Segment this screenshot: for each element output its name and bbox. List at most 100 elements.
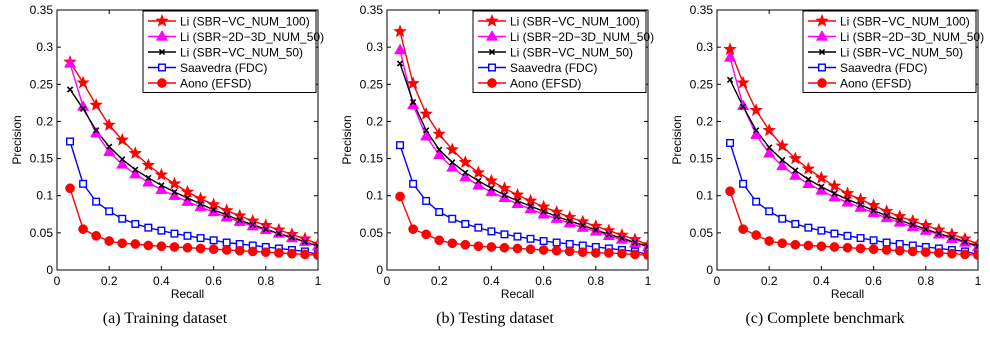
data-point-li-sbr-vc-num-50 xyxy=(857,201,864,208)
data-point-li-sbr-vc-num-50 xyxy=(909,221,916,228)
data-point-aono-efsd xyxy=(816,241,827,252)
data-point-li-sbr-vc-num-50 xyxy=(896,217,903,224)
y-tick-label: 0.35 xyxy=(360,3,384,17)
data-point-li-sbr-vc-num-50 xyxy=(644,243,648,250)
data-point-li-sbr-vc-num-50 xyxy=(779,156,786,164)
legend-marker-li-sbr-vc-num-50 xyxy=(158,48,166,56)
x-tick-label: 0.8 xyxy=(587,274,604,288)
data-point-aono-efsd xyxy=(947,248,957,259)
y-tick-label: 0 xyxy=(376,263,383,277)
y-tick-label: 0 xyxy=(706,263,713,277)
data-point-li-sbr-2d-3d-num-50 xyxy=(155,183,168,194)
legend-marker-saavedra-fdc xyxy=(157,63,166,72)
data-point-li-sbr-2d-3d-num-50 xyxy=(63,56,77,68)
data-point-li-sbr-2d-3d-num-50 xyxy=(459,170,472,182)
x-tick-label: 1 xyxy=(315,274,322,288)
data-point-saavedra-fdc xyxy=(778,214,787,223)
data-point-saavedra-fdc xyxy=(552,238,561,247)
data-point-li-sbr-vc-num-50 xyxy=(870,207,877,214)
data-point-li-sbr-vc-num-50 xyxy=(566,217,573,225)
data-point-saavedra-fdc xyxy=(105,207,114,216)
chart-svg-complete: 0 0.05 0.1 0.15 0.2 0.25 0.3 0.35 0 0.2 0.4 0.6 0.8 1… xyxy=(670,3,984,301)
y-tick-label: 0.35 xyxy=(690,3,714,17)
legend-marker-li-sbr-vc-num-100 xyxy=(155,13,169,27)
data-point-saavedra-fdc xyxy=(565,239,574,248)
data-point-saavedra-fdc xyxy=(118,214,127,223)
data-point-li-sbr-2d-3d-num-50 xyxy=(867,206,880,217)
data-point-li-sbr-vc-num-50 xyxy=(396,60,404,67)
data-point-saavedra-fdc xyxy=(765,207,774,216)
data-point-aono-efsd xyxy=(577,247,588,258)
x-tick-label: 1 xyxy=(975,274,982,288)
y-tick-label: 0.35 xyxy=(30,3,54,17)
data-point-li-sbr-vc-num-50 xyxy=(262,225,269,233)
x-tick-label: 0.8 xyxy=(257,274,274,288)
data-point-li-sbr-2d-3d-num-50 xyxy=(142,175,155,187)
data-point-li-sbr-2d-3d-num-50 xyxy=(420,129,433,141)
data-point-saavedra-fdc xyxy=(739,179,748,188)
data-point-li-sbr-2d-3d-num-50 xyxy=(433,148,446,160)
data-point-li-sbr-2d-3d-num-50 xyxy=(116,158,129,169)
data-point-aono-efsd xyxy=(395,191,405,202)
data-point-saavedra-fdc xyxy=(461,219,470,228)
legend-marker-saavedra-fdc xyxy=(817,63,826,72)
x-axis-label: Recall xyxy=(171,287,204,301)
data-point-saavedra-fdc xyxy=(752,197,761,206)
caption-training: (a) Training dataset xyxy=(102,310,228,327)
chart-panel-training: 0 0.05 0.1 0.15 0.2 0.25 0.3 0.35 0 0.2 0.4 0.6 0.8 1… xyxy=(0,0,330,345)
data-point-li-sbr-vc-num-50 xyxy=(844,196,851,203)
x-tick-label: 0.8 xyxy=(917,274,934,288)
legend-marker-li-sbr-2d-3d-num-50 xyxy=(815,29,829,41)
data-point-li-sbr-vc-num-50 xyxy=(935,230,943,237)
y-axis-label: Precision xyxy=(340,115,354,164)
chart-panel-testing: 0 0.05 0.1 0.15 0.2 0.25 0.3 0.35 0 0.2 0.4 0.6 0.8 1… xyxy=(330,0,660,345)
data-point-li-sbr-vc-num-50 xyxy=(631,239,639,246)
y-tick-label: 0.05 xyxy=(690,226,714,240)
data-point-li-sbr-2d-3d-num-50 xyxy=(446,160,459,172)
data-point-li-sbr-vc-num-50 xyxy=(79,105,87,112)
data-point-aono-efsd xyxy=(829,242,840,252)
data-point-li-sbr-vc-num-100 xyxy=(801,161,816,175)
data-point-li-sbr-2d-3d-num-50 xyxy=(828,190,841,202)
y-tick-label: 0.2 xyxy=(36,114,53,128)
data-point-saavedra-fdc xyxy=(500,230,509,239)
data-point-li-sbr-vc-num-50 xyxy=(514,197,521,205)
data-point-li-sbr-vc-num-100 xyxy=(419,106,434,120)
data-point-aono-efsd xyxy=(91,230,102,241)
data-point-li-sbr-2d-3d-num-50 xyxy=(880,211,893,223)
data-point-li-sbr-vc-num-100 xyxy=(406,76,420,90)
data-point-aono-efsd xyxy=(725,186,735,197)
y-tick-label: 0.3 xyxy=(36,40,53,54)
y-tick-label: 0.1 xyxy=(696,189,713,203)
legend-marker-li-sbr-vc-num-50 xyxy=(488,48,496,56)
data-point-li-sbr-vc-num-50 xyxy=(961,238,969,245)
legend-label-saavedra-fdc: Saavedra (FDC) xyxy=(180,61,267,75)
data-point-li-sbr-vc-num-50 xyxy=(119,156,126,163)
data-point-li-sbr-2d-3d-num-50 xyxy=(168,189,181,200)
y-tick-label: 0.05 xyxy=(360,226,384,240)
y-tick-label: 0.15 xyxy=(690,152,714,166)
data-point-aono-efsd xyxy=(260,247,271,258)
data-point-li-sbr-vc-num-50 xyxy=(132,166,139,173)
legend-label-li-sbr-vc-num-100: Li (SBR−VC_NUM_100) xyxy=(510,15,640,29)
data-point-li-sbr-vc-num-50 xyxy=(527,202,534,210)
legend-label-li-sbr-vc-num-100: Li (SBR−VC_NUM_100) xyxy=(180,15,310,29)
legend-label-li-sbr-vc-num-50: Li (SBR−VC_NUM_50) xyxy=(840,46,963,60)
x-tick-label: 0.2 xyxy=(431,274,448,288)
data-point-li-sbr-vc-num-100 xyxy=(775,138,790,152)
data-point-li-sbr-vc-num-100 xyxy=(445,142,460,156)
data-point-li-sbr-vc-num-50 xyxy=(726,76,734,83)
data-point-aono-efsd xyxy=(221,245,232,255)
data-point-li-sbr-vc-num-50 xyxy=(106,143,113,150)
data-point-saavedra-fdc xyxy=(856,234,865,243)
data-point-li-sbr-2d-3d-num-50 xyxy=(207,205,220,217)
data-point-li-sbr-2d-3d-num-50 xyxy=(736,99,750,110)
legend-label-aono-efsd: Aono (EFSD) xyxy=(510,77,581,91)
y-tick-label: 0 xyxy=(46,263,53,277)
data-point-li-sbr-vc-num-50 xyxy=(462,169,469,176)
data-point-li-sbr-vc-num-50 xyxy=(184,194,191,202)
data-point-li-sbr-2d-3d-num-50 xyxy=(103,145,116,157)
legend: Li (SBR−VC_NUM_100)Li (SBR−2D−3D_NUM_50)… xyxy=(142,10,324,93)
caption-testing: (b) Testing dataset xyxy=(436,310,554,327)
data-point-aono-efsd xyxy=(447,238,458,249)
